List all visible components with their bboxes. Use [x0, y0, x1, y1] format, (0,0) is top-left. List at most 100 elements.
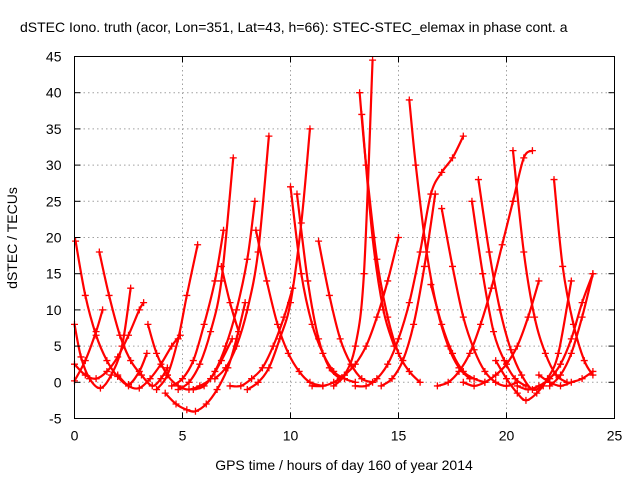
data-point — [183, 291, 191, 299]
data-point — [470, 382, 478, 390]
data-point — [103, 367, 111, 375]
data-point — [535, 371, 543, 379]
data-point — [470, 375, 478, 383]
data-point — [243, 386, 251, 394]
data-point — [191, 407, 199, 415]
data-point — [567, 277, 575, 285]
data-point — [541, 349, 549, 357]
data-series — [153, 241, 202, 394]
y-tick-label: 20 — [46, 230, 62, 246]
data-point — [459, 132, 467, 140]
data-point — [410, 320, 418, 328]
data-point — [369, 234, 377, 241]
y-axis-label: dSTEC / TECUs — [4, 187, 20, 289]
data-point — [507, 346, 515, 354]
data-point — [174, 386, 182, 394]
data-point — [179, 375, 186, 383]
y-tick-label: 10 — [46, 302, 62, 318]
data-point — [449, 349, 456, 357]
data-point — [153, 386, 161, 394]
data-point — [183, 406, 191, 414]
data-point — [520, 248, 528, 256]
data-point — [163, 371, 171, 379]
data-point — [233, 306, 240, 314]
y-tick-label: 40 — [46, 85, 62, 101]
data-point — [535, 382, 543, 390]
grid — [74, 56, 615, 419]
data-series — [438, 205, 521, 390]
data-point — [284, 349, 292, 357]
data-point — [578, 375, 586, 383]
data-point — [144, 320, 152, 328]
data-point — [99, 306, 107, 314]
data-point — [174, 335, 182, 343]
data-point — [330, 382, 338, 390]
data-point — [578, 313, 586, 321]
data-point — [513, 342, 521, 350]
data-point — [360, 270, 368, 278]
series-line — [436, 149, 534, 388]
data-point — [427, 281, 435, 289]
series-line — [317, 240, 374, 384]
data-point — [211, 277, 219, 285]
data-point — [258, 364, 266, 372]
data-point — [254, 378, 262, 386]
data-point — [211, 367, 219, 375]
data-point — [388, 375, 396, 383]
data-point — [377, 382, 385, 390]
data-point — [492, 371, 500, 379]
data-point — [496, 306, 504, 314]
data-point — [557, 382, 564, 390]
data-point — [287, 299, 294, 307]
series-line — [220, 265, 240, 333]
data-layer — [71, 56, 597, 415]
data-point — [589, 367, 597, 375]
data-point — [509, 147, 517, 155]
data-point — [265, 364, 273, 372]
data-point — [455, 367, 463, 375]
data-point — [315, 335, 323, 343]
data-point — [161, 389, 169, 397]
data-point — [503, 360, 510, 368]
data-point — [520, 154, 528, 162]
data-point — [459, 313, 467, 321]
data-point — [481, 367, 489, 375]
data-series — [114, 331, 184, 392]
data-point — [137, 371, 145, 379]
data-point — [222, 342, 230, 350]
data-point — [325, 291, 333, 299]
data-point — [557, 371, 564, 379]
x-tick-label: 15 — [391, 428, 407, 444]
data-point — [135, 306, 143, 314]
series-line — [332, 59, 374, 388]
data-point — [550, 176, 558, 184]
data-point — [589, 270, 597, 278]
data-series — [161, 299, 249, 415]
data-point — [105, 291, 113, 299]
data-point — [511, 375, 519, 383]
y-tick-label: 25 — [46, 193, 62, 209]
data-point — [127, 284, 135, 292]
series-line — [360, 113, 396, 348]
data-series — [351, 132, 467, 390]
data-series — [211, 132, 273, 383]
data-point — [412, 161, 420, 169]
data-point — [416, 248, 424, 256]
series-line — [470, 200, 528, 388]
data-point — [384, 277, 392, 285]
data-point — [524, 313, 532, 321]
data-series — [293, 190, 344, 383]
data-point — [295, 367, 303, 375]
data-point — [399, 357, 407, 365]
data-point — [127, 357, 135, 365]
data-point — [459, 378, 467, 386]
data-point — [468, 197, 476, 205]
data-point — [196, 360, 204, 368]
data-point — [153, 349, 161, 357]
data-point — [449, 262, 456, 270]
data-point — [81, 357, 89, 365]
data-point — [498, 241, 506, 249]
y-tick-label: -5 — [49, 411, 62, 427]
data-point — [449, 154, 456, 162]
